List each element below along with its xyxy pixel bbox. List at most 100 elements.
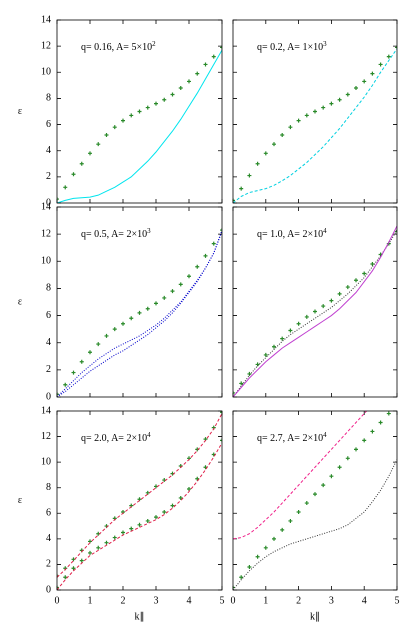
annotation-sup: 3 bbox=[147, 227, 151, 235]
data-point bbox=[296, 321, 301, 326]
y-tick-label: 6 bbox=[46, 508, 51, 519]
data-point bbox=[239, 381, 244, 386]
data-point bbox=[233, 390, 235, 395]
x-tick-label: 2 bbox=[296, 595, 301, 606]
data-line bbox=[57, 413, 222, 578]
data-point bbox=[129, 316, 134, 321]
annotation-sup: 4 bbox=[323, 431, 327, 439]
data-line bbox=[57, 231, 222, 397]
y-tick-label: 10 bbox=[41, 256, 51, 267]
plot-area bbox=[57, 45, 222, 203]
y-tick-label: 2 bbox=[46, 559, 51, 570]
data-point bbox=[247, 173, 252, 178]
data-point bbox=[79, 161, 84, 166]
data-point bbox=[112, 125, 117, 130]
data-line bbox=[233, 225, 397, 397]
data-point bbox=[96, 342, 101, 347]
data-point bbox=[178, 85, 183, 90]
data-point bbox=[354, 85, 358, 90]
y-tick-label: 0 bbox=[46, 197, 51, 208]
data-point bbox=[386, 411, 391, 416]
annotation-text: q= 2.0, A= 2×10 bbox=[81, 433, 147, 444]
data-point bbox=[71, 566, 76, 571]
data-point bbox=[386, 54, 391, 59]
data-point bbox=[162, 295, 167, 300]
data-point bbox=[354, 447, 358, 452]
annotation: q= 2.7, A= 2×104 bbox=[257, 431, 327, 445]
panel-frame bbox=[56, 19, 223, 204]
x-tick-label: 1 bbox=[88, 595, 93, 606]
x-axis-label: k∥ bbox=[135, 611, 145, 622]
data-point bbox=[63, 382, 68, 387]
data-point bbox=[239, 186, 244, 191]
data-point bbox=[137, 109, 142, 114]
data-point bbox=[57, 197, 59, 202]
panel-frame bbox=[232, 19, 398, 204]
y-tick-label: 4 bbox=[46, 533, 51, 544]
plot-area bbox=[233, 225, 397, 397]
data-point bbox=[170, 92, 175, 97]
data-line bbox=[233, 459, 397, 590]
data-point bbox=[362, 79, 367, 84]
annotation: q= 0.5, A= 2×103 bbox=[81, 227, 151, 241]
data-point bbox=[104, 133, 109, 138]
data-point bbox=[154, 101, 158, 106]
data-point bbox=[304, 501, 309, 506]
annotation: q= 2.0, A= 2×104 bbox=[81, 431, 151, 445]
data-point bbox=[263, 352, 268, 357]
data-point bbox=[154, 515, 158, 520]
y-tick-label: 0 bbox=[46, 584, 51, 595]
x-tick-label: 3 bbox=[329, 595, 334, 606]
data-point bbox=[337, 97, 342, 102]
data-point bbox=[329, 298, 334, 303]
x-tick-label: 1 bbox=[263, 595, 268, 606]
x-tick-label: 4 bbox=[362, 595, 367, 606]
data-point bbox=[247, 564, 252, 569]
panel-frame bbox=[56, 410, 223, 591]
data-point bbox=[288, 125, 293, 130]
plot-area bbox=[233, 403, 399, 590]
y-tick-label: 2 bbox=[46, 364, 51, 375]
data-point bbox=[239, 575, 244, 580]
data-point bbox=[280, 133, 285, 138]
data-point bbox=[112, 535, 117, 540]
data-point bbox=[187, 79, 191, 84]
data-point bbox=[280, 336, 285, 341]
data-point bbox=[211, 54, 216, 59]
y-tick-label: 8 bbox=[46, 283, 51, 294]
x-axis-label: k∥ bbox=[310, 611, 320, 622]
panel-frame bbox=[56, 206, 223, 398]
data-line bbox=[57, 49, 222, 203]
annotation-text: q= 1.0, A= 2×10 bbox=[257, 229, 323, 240]
data-point bbox=[203, 253, 208, 258]
data-point bbox=[272, 142, 276, 147]
data-point bbox=[187, 486, 191, 491]
data-point bbox=[233, 585, 235, 590]
data-line bbox=[233, 411, 368, 540]
data-point bbox=[255, 554, 260, 559]
annotation-text: q= 2.7, A= 2×10 bbox=[257, 433, 323, 444]
data-point bbox=[220, 438, 222, 443]
data-point bbox=[195, 71, 200, 76]
annotation-text: q= 0.16, A= 5×10 bbox=[81, 42, 152, 53]
data-point bbox=[88, 350, 92, 355]
data-point bbox=[345, 285, 350, 290]
data-point bbox=[187, 274, 191, 279]
data-point bbox=[337, 465, 342, 470]
data-point bbox=[370, 71, 375, 76]
data-point bbox=[137, 310, 142, 315]
y-tick-label: 14 bbox=[41, 201, 51, 212]
data-point bbox=[121, 530, 125, 535]
data-point bbox=[395, 229, 397, 234]
data-point bbox=[304, 314, 309, 319]
x-tick-label: 3 bbox=[154, 595, 159, 606]
data-point bbox=[63, 185, 68, 190]
y-tick-label: 10 bbox=[41, 67, 51, 78]
plot-area bbox=[57, 411, 222, 590]
data-point bbox=[104, 333, 109, 338]
x-tick-label: 5 bbox=[395, 595, 400, 606]
data-point bbox=[345, 92, 350, 97]
data-point bbox=[79, 558, 84, 563]
annotation-sup: 4 bbox=[147, 431, 151, 439]
data-point bbox=[395, 403, 399, 407]
